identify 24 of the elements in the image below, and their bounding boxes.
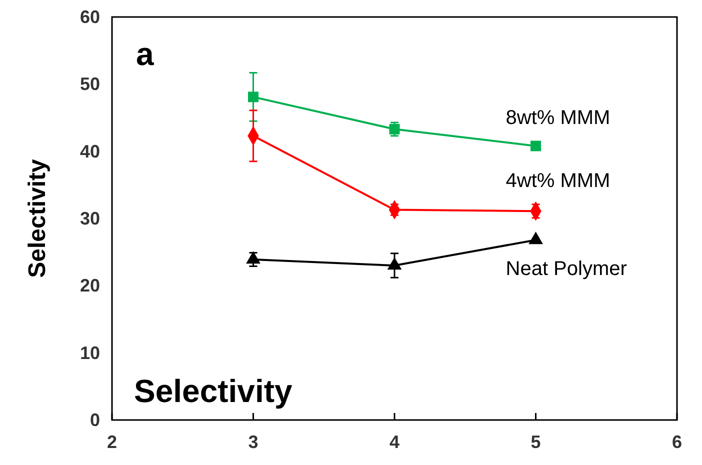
x-tick-label: 5: [530, 432, 541, 452]
annotation: a: [136, 36, 154, 72]
x-tick-label: 2: [106, 432, 118, 452]
series-label: Neat Polymer: [506, 258, 628, 280]
y-tick-label: 0: [90, 410, 100, 430]
annotation: Selectivity: [134, 373, 293, 409]
y-axis-title: Selectivity: [24, 158, 51, 278]
point: [528, 232, 543, 244]
point: [246, 251, 260, 264]
point: [389, 124, 400, 134]
point: [387, 257, 402, 270]
x-tick-label: 3: [248, 432, 258, 452]
point: [530, 140, 541, 152]
y-tick-label: 50: [80, 74, 100, 94]
x-tick-label: 4: [389, 432, 400, 452]
y-tick-label: 60: [80, 7, 100, 27]
y-tick-label: 40: [80, 141, 100, 162]
point: [248, 92, 258, 102]
series-label: 4wt% MMM: [506, 170, 610, 192]
y-tick-label: 10: [80, 342, 100, 363]
y-tick-label: 30: [80, 208, 100, 228]
y-tick-label: 20: [80, 276, 100, 296]
series-label: 8wt% MMM: [506, 106, 610, 129]
x-tick-label: 6: [672, 432, 682, 452]
